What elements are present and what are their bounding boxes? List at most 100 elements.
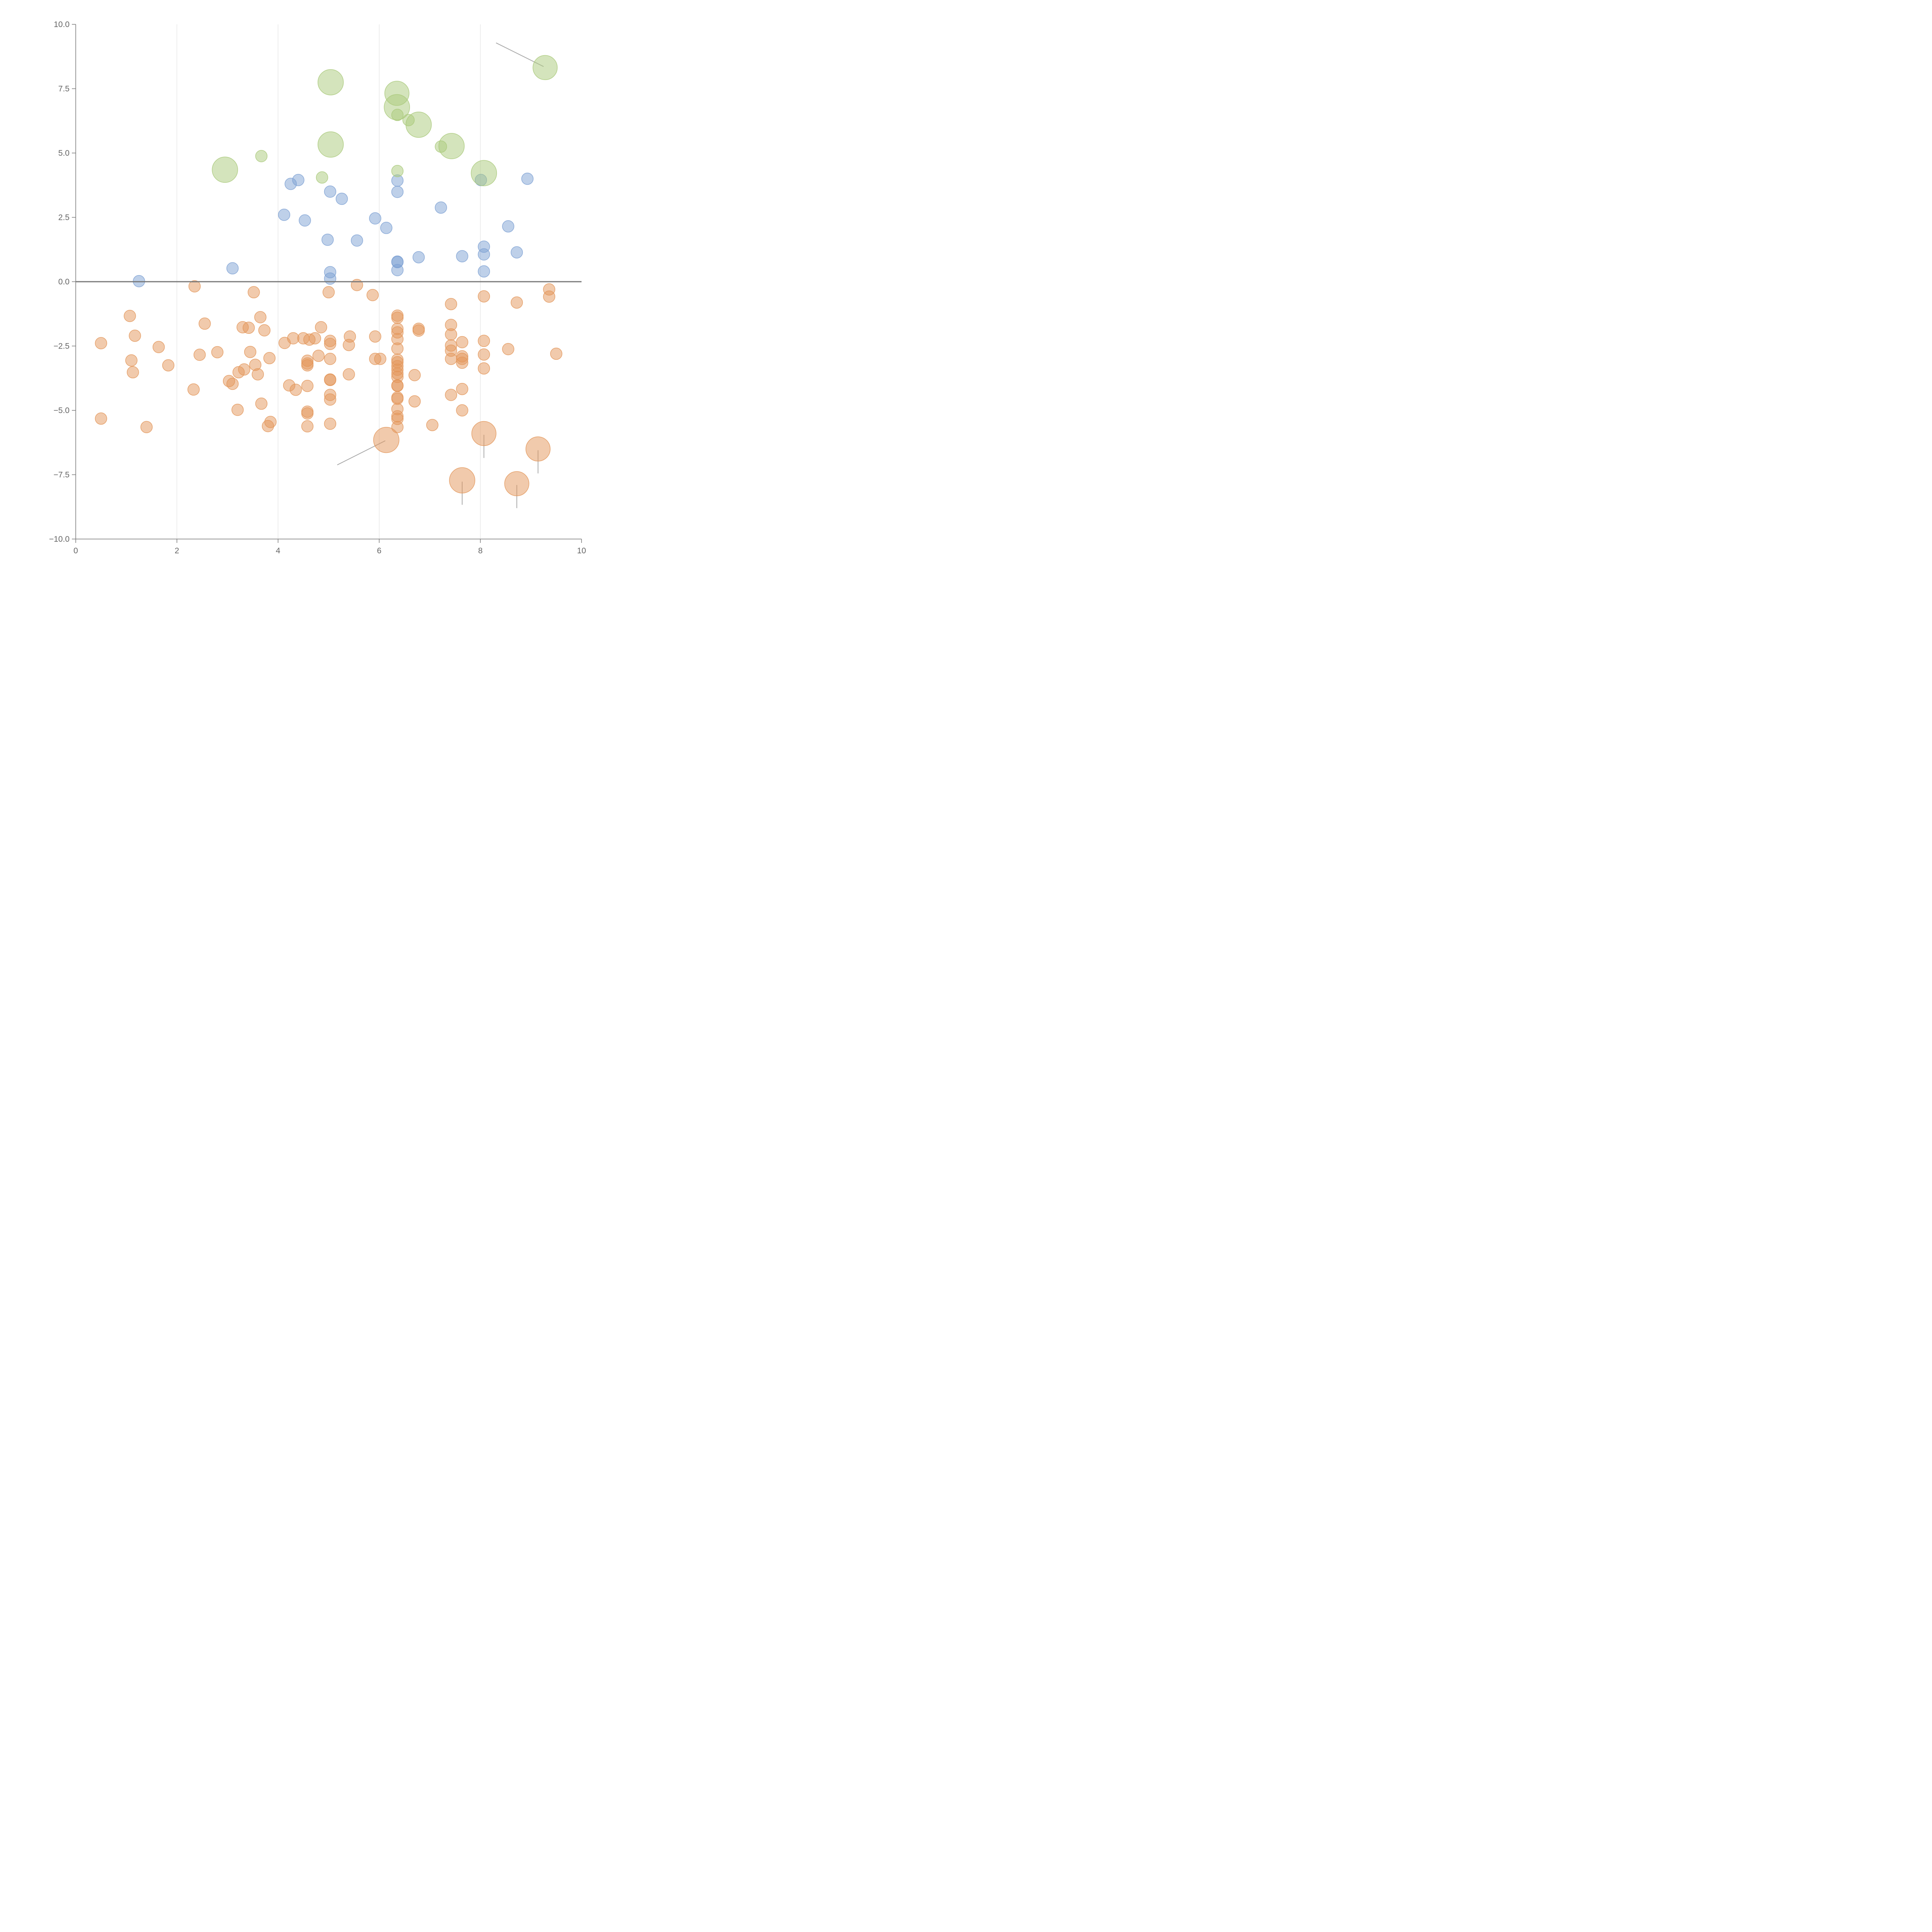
bubble-orange-1 [95,412,107,425]
bubble-orange-16 [231,403,244,416]
bubble-blue-4 [292,174,304,186]
y-tick-label-7: −7.5 [54,471,70,480]
bubble-orange-60 [366,289,379,301]
bubble-blue-24 [478,248,490,261]
bubble-orange-114 [449,467,475,493]
y-tick-label-1: 7.5 [58,85,70,94]
bubble-orange-58 [344,330,356,343]
bubble-green-12 [438,133,465,159]
bubble-orange-41 [301,407,314,420]
bubble-orange-50 [324,353,337,365]
y-tick-label-5: −2.5 [54,342,70,351]
bubble-blue-12 [369,212,381,224]
bubble-orange-20 [242,321,255,334]
bubble-blue-10 [335,192,348,205]
bubble-green-8 [391,165,404,177]
bubble-orange-5 [129,330,141,342]
bubble-orange-106 [502,343,514,355]
bubble-orange-107 [510,296,523,309]
bubble-orange-27 [258,324,271,337]
bubble-orange-42 [301,420,314,433]
bubble-orange-115 [504,471,529,497]
bubble-orange-39 [301,379,314,392]
bubble-orange-96 [456,336,468,349]
y-tick-label-6: −5.0 [54,406,70,415]
bubble-blue-27 [510,246,523,259]
bubble-orange-77 [391,379,404,392]
bubble-blue-18 [391,264,404,276]
bubble-chart: 10.0 7.5 5.0 2.5 0.0 −2.5 −5.0 −7.5 −10.00 2 4 6 8 10 [49,20,586,555]
bubble-green-13 [471,160,497,186]
bubble-orange-87 [412,324,425,337]
bubble-blue-7 [324,185,337,198]
bubble-orange-88 [426,419,439,431]
y-tick-label-3: 2.5 [58,213,70,222]
bubble-orange-25 [254,311,267,323]
bubble-orange-38 [301,359,314,372]
bubble-orange-105 [478,362,490,375]
bubble-orange-99 [456,357,468,369]
bubble-blue-11 [351,234,363,247]
bubble-orange-21 [244,346,257,358]
bubble-orange-111 [373,427,400,453]
bubble-orange-55 [324,417,337,430]
bubble-orange-95 [445,389,457,401]
bubble-orange-3 [125,354,138,367]
bubble-orange-63 [374,353,386,365]
x-tick-label-4: 8 [478,546,483,555]
bubble-orange-34 [289,383,302,396]
x-tick-label-3: 6 [377,546,382,555]
bubble-orange-4 [127,366,139,379]
bubble-orange-101 [456,404,468,417]
bubble-blue-6 [321,233,334,246]
bubble-blue-2 [278,209,291,221]
bubble-orange-2 [124,310,136,322]
bubble-orange-61 [369,330,381,343]
bubble-orange-84 [408,369,421,381]
y-tick-label-2: 5.0 [58,149,70,158]
x-tick-label-0: 0 [73,546,78,555]
bubble-green-4 [317,131,344,158]
bubble-green-14 [532,55,558,80]
y-tick-label-4: 0.0 [58,277,70,286]
bubble-orange-100 [456,383,468,395]
bubble-green-7 [391,109,404,121]
bubble-orange-44 [309,332,321,345]
bubble-blue-19 [412,251,425,264]
bubble-orange-69 [391,342,404,355]
x-tick-label-1: 2 [175,546,179,555]
bubble-orange-13 [211,346,224,359]
bubble-orange-103 [478,335,490,347]
bubble-orange-29 [263,352,276,364]
bubble-orange-24 [252,368,264,381]
bubble-blue-5 [299,214,311,227]
bubble-green-2 [316,171,328,184]
bubble-orange-12 [199,317,211,330]
bubble-orange-46 [315,321,327,333]
bubble-blue-13 [380,222,393,234]
bubble-green-3 [317,69,344,95]
bubble-blue-21 [456,250,468,262]
bubble-orange-26 [255,397,268,410]
bubble-orange-109 [543,290,555,303]
bubble-orange-113 [526,436,551,462]
bubble-orange-85 [408,395,421,408]
bubble-orange-6 [140,421,153,434]
bubble-orange-10 [188,280,201,293]
bubble-orange-91 [445,328,457,341]
bubble-orange-112 [471,421,497,446]
bubble-orange-59 [351,279,363,291]
bubble-orange-22 [248,286,260,299]
bubble-blue-20 [435,201,447,214]
bubble-blue-9 [324,272,337,285]
data-points [95,55,563,497]
bubble-orange-9 [187,383,200,396]
bubble-orange-30 [264,416,277,428]
bubble-blue-25 [478,265,490,278]
bubble-blue-15 [391,185,404,198]
bubble-orange-79 [391,393,404,405]
bubble-orange-11 [193,349,206,361]
bubble-orange-15 [226,378,239,390]
bubble-orange-57 [343,368,355,381]
bubble-orange-89 [445,298,457,310]
